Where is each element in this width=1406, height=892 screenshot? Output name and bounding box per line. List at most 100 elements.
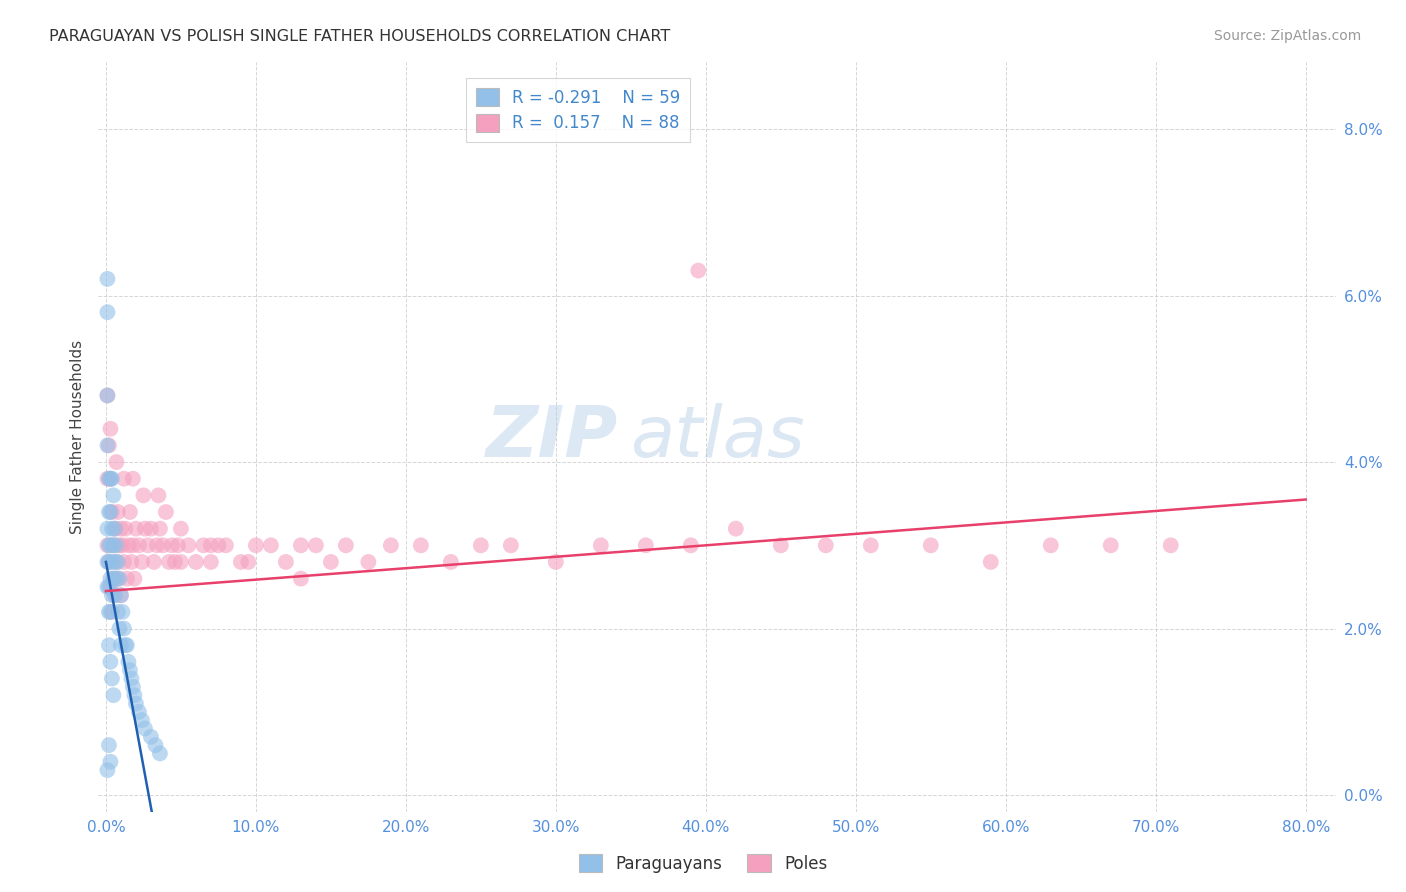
Point [103,572,125,586]
Point [125,522,148,536]
Point [260,538,283,552]
Point [103,538,125,552]
Point [1099,538,1122,552]
Point [149,747,172,761]
Point [136,538,159,552]
Point [470,538,492,552]
Point [97,555,120,569]
Point [101,522,124,536]
Point [100,572,122,586]
Point [274,555,297,569]
Point [100,472,122,486]
Point [152,538,174,552]
Point [110,588,132,602]
Point [679,538,702,552]
Point [920,538,942,552]
Point [104,588,127,602]
Point [499,538,522,552]
Point [125,697,148,711]
Point [118,505,141,519]
Point [215,538,238,552]
Point [100,655,122,669]
Point [97,472,120,486]
Point [100,422,122,436]
Point [97,605,120,619]
Point [184,555,207,569]
Point [97,638,120,652]
Point [100,505,122,519]
Point [357,555,380,569]
Point [814,538,837,552]
Point [380,538,402,552]
Point [134,722,156,736]
Point [980,555,1002,569]
Point [101,505,124,519]
Point [108,572,131,586]
Point [167,538,190,552]
Point [157,555,180,569]
Point [96,763,118,777]
Point [97,555,120,569]
Point [245,538,267,552]
Legend: R = -0.291    N = 59, R =  0.157    N = 88: R = -0.291 N = 59, R = 0.157 N = 88 [465,78,690,142]
Point [128,538,150,552]
Point [104,522,127,536]
Point [769,538,792,552]
Point [440,555,463,569]
Point [105,555,128,569]
Text: PARAGUAYAN VS POLISH SINGLE FATHER HOUSEHOLDS CORRELATION CHART: PARAGUAYAN VS POLISH SINGLE FATHER HOUSE… [49,29,671,44]
Point [120,555,142,569]
Point [96,580,118,594]
Point [724,522,747,536]
Point [229,555,252,569]
Point [122,472,145,486]
Point [97,438,120,452]
Point [544,555,567,569]
Point [155,505,177,519]
Point [108,538,131,552]
Point [96,438,118,452]
Point [149,522,172,536]
Point [118,663,141,677]
Point [97,505,120,519]
Point [319,555,342,569]
Point [100,472,122,486]
Point [107,555,129,569]
Point [114,638,136,652]
Point [112,555,135,569]
Point [146,538,169,552]
Point [111,605,134,619]
Point [117,655,139,669]
Point [103,538,125,552]
Point [96,522,118,536]
Point [96,472,118,486]
Point [97,738,120,752]
Point [107,572,129,586]
Point [104,588,127,602]
Point [108,622,131,636]
Point [101,472,124,486]
Point [107,505,129,519]
Point [107,605,129,619]
Point [170,555,193,569]
Point [1039,538,1062,552]
Point [96,305,118,319]
Point [104,522,127,536]
Point [128,705,150,719]
Point [100,755,122,769]
Point [97,538,120,552]
Point [115,638,138,652]
Point [589,538,612,552]
Point [122,538,145,552]
Point [112,622,135,636]
Point [177,538,200,552]
Point [96,538,118,552]
Point [200,538,222,552]
Point [101,588,124,602]
Point [100,605,122,619]
Point [96,388,118,402]
Point [124,572,146,586]
Point [117,538,139,552]
Point [115,572,138,586]
Point [100,538,122,552]
